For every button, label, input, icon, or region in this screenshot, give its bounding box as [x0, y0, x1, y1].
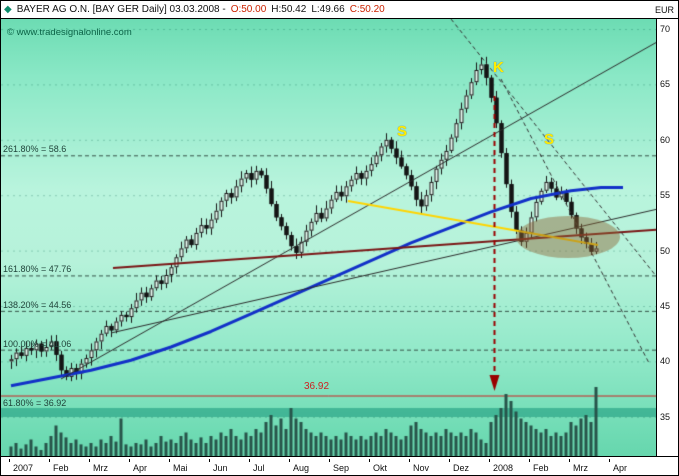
- time-axis-tick: [249, 459, 250, 462]
- time-axis-tick: [409, 459, 410, 462]
- time-axis-tick: [49, 459, 50, 462]
- ohlc-value: H:50.42: [271, 4, 307, 15]
- price-axis-label: 50: [660, 245, 671, 256]
- ohlc-value: O:50.00: [230, 4, 267, 15]
- time-axis-label: Aug: [293, 463, 310, 473]
- time-axis-tick: [129, 459, 130, 462]
- time-axis-tick: [489, 459, 490, 462]
- time-axis-label: Apr: [133, 463, 148, 473]
- time-axis-label: Jun: [213, 463, 228, 473]
- time-axis-tick: [89, 459, 90, 462]
- time-axis-label: Mrz: [573, 463, 588, 473]
- instrument-title: BAYER AG O.N. [BAY GER Daily] 03.03.2008…: [16, 4, 226, 15]
- time-axis-label: Dez: [453, 463, 470, 473]
- fib-level-label: 100.00% = 41.06: [3, 338, 72, 349]
- fib-level-label: 161.80% = 47.76: [3, 264, 72, 275]
- price-axis-label: 60: [660, 134, 671, 145]
- ohlc-readout: O:50.00 H:50.42 L:49.66 C:50.20: [231, 4, 390, 15]
- price-axis-label: 70: [660, 24, 671, 34]
- pattern-letter: S: [397, 123, 408, 140]
- time-axis-tick: [9, 459, 10, 462]
- time-axis-label: 2007: [13, 463, 34, 473]
- time-axis-tick: [569, 459, 570, 462]
- price-axis-label: 45: [660, 301, 671, 311]
- price-axis-label: 35: [660, 411, 671, 422]
- price-axis-label: 55: [660, 190, 671, 201]
- time-axis-label: Mai: [173, 463, 188, 473]
- fib-level-label: 61.80% = 36.92: [3, 397, 67, 408]
- app-logo-icon: ◆: [4, 3, 12, 15]
- time-axis-label: Mrz: [93, 463, 108, 473]
- time-axis-tick: [609, 459, 610, 462]
- time-axis-label: 2008: [493, 463, 514, 473]
- price-axis-label: 40: [660, 356, 671, 367]
- pattern-letter: K: [493, 59, 504, 76]
- time-axis-label: Nov: [413, 463, 430, 473]
- watermark: © www.tradesignalonline.com: [7, 27, 132, 38]
- time-axis-label: Okt: [373, 463, 388, 473]
- time-axis-tick: [289, 459, 290, 462]
- time-axis-tick: [329, 459, 330, 462]
- fib-level-label: 261.80% = 58.6: [3, 144, 67, 155]
- time-axis-label: Feb: [53, 463, 69, 473]
- price-axis-label: 65: [660, 79, 671, 90]
- ohlc-value: C:50.20: [349, 4, 385, 15]
- target-price-label: 36.92: [304, 381, 330, 392]
- title-bar: ◆ BAYER AG O.N. [BAY GER Daily] 03.03.20…: [1, 1, 678, 19]
- time-axis-tick: [529, 459, 530, 462]
- time-axis-label: Jul: [253, 463, 265, 473]
- pattern-letter: S: [544, 131, 555, 148]
- time-axis-label: Apr: [613, 463, 628, 473]
- ohlc-value: L:49.66: [311, 4, 345, 15]
- fib-level-label: 138.20% = 44.56: [3, 299, 72, 310]
- time-axis-label: Sep: [333, 463, 350, 473]
- time-axis-tick: [369, 459, 370, 462]
- time-axis-tick: [449, 459, 450, 462]
- price-axis[interactable]: [656, 18, 678, 457]
- time-axis-tick: [169, 459, 170, 462]
- time-axis-label: Feb: [533, 463, 549, 473]
- time-axis[interactable]: [1, 456, 678, 475]
- time-axis-tick: [209, 459, 210, 462]
- currency-label: EUR: [654, 4, 674, 15]
